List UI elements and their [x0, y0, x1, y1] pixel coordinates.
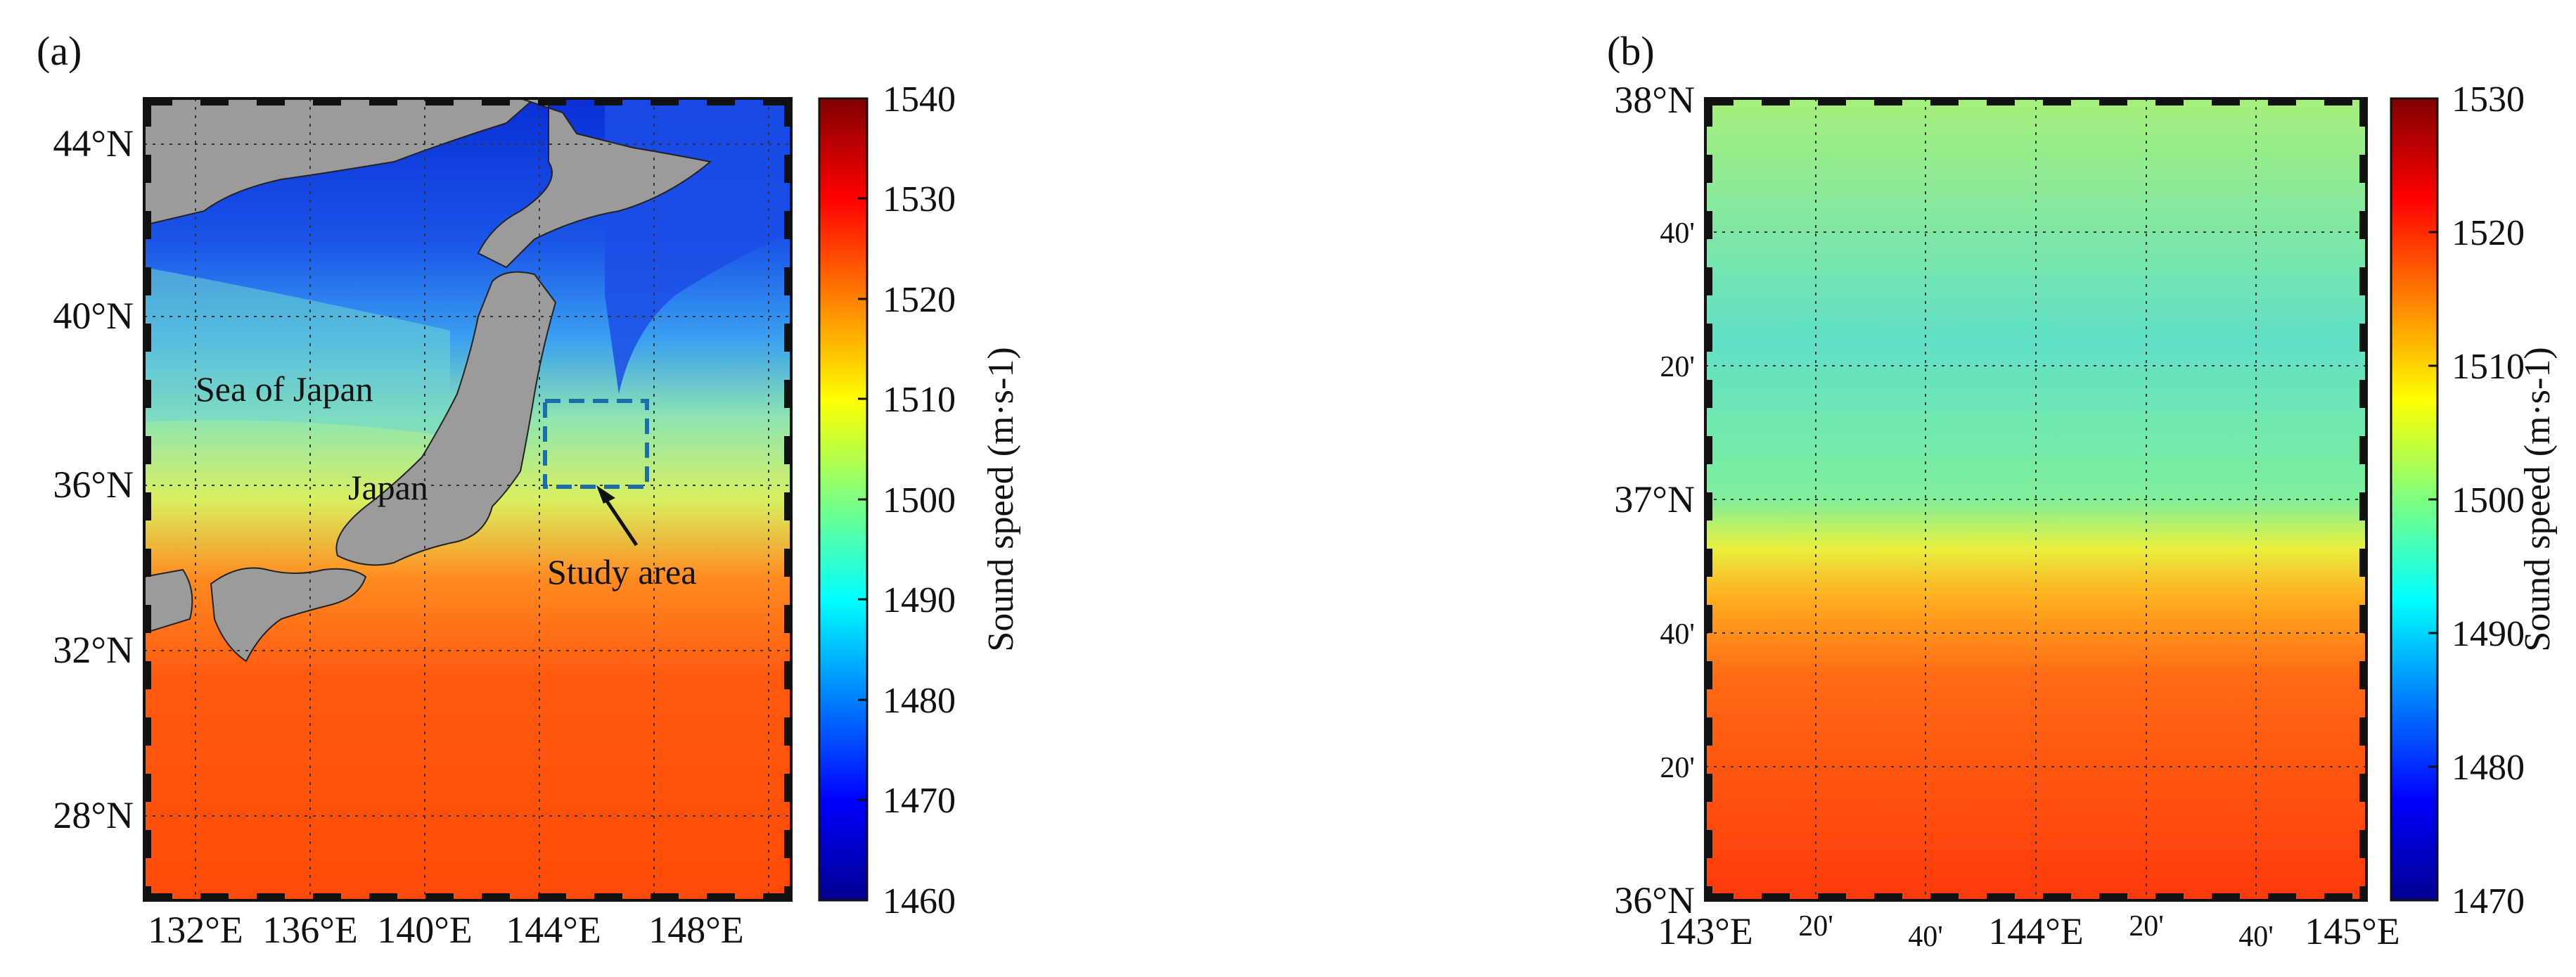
panel-b-cb-1520: 1520: [2452, 213, 2525, 253]
panel-a-lat-28: 28°N: [53, 794, 134, 836]
panel-a-map: [144, 98, 791, 900]
panel-a-cb-1530: 1530: [883, 179, 956, 219]
panel-b-lat-40b: 40': [1660, 618, 1695, 651]
panel-b-lon-143: 143°E: [1658, 910, 1753, 952]
panel-b-colorbar-label: Sound speed (m·s-1): [2518, 347, 2558, 651]
panel-a-cb-1490: 1490: [883, 580, 956, 620]
panel-b-lon-20b: 20': [2129, 910, 2164, 943]
panel-a-grid: [144, 98, 791, 900]
panel-a-cb-1500: 1500: [883, 480, 956, 521]
panel-b-cb-1480: 1480: [2452, 748, 2525, 788]
panel-a-lat-32: 32°N: [53, 629, 134, 671]
panel-b-lon-145: 145°E: [2305, 910, 2400, 952]
land-continent: [144, 98, 536, 226]
land-honshu: [335, 271, 557, 566]
panel-a-cb-1510: 1510: [883, 380, 956, 420]
panel-b-lat-37: 37°N: [1614, 478, 1695, 521]
land-hokkaido: [477, 98, 712, 269]
panel-a-cb-1540: 1540: [883, 79, 956, 120]
panel-b-cb-1510: 1510: [2452, 347, 2525, 387]
panel-a-lon-144: 144°E: [506, 909, 601, 951]
label-sea-of-japan: Sea of Japan: [196, 369, 373, 409]
panel-b-map: [1705, 98, 2366, 900]
panel-b-lat-40a: 40': [1660, 217, 1695, 250]
land-kyushu: [210, 567, 367, 663]
panel-b-lat-20a: 20': [1660, 351, 1695, 383]
panel-b-lon-144: 144°E: [1988, 910, 2084, 952]
study-area-box: [543, 399, 649, 489]
panel-a-lon-140: 140°E: [377, 909, 473, 951]
panel-a-cb-1460: 1460: [883, 881, 956, 921]
panel-a-cb-1520: 1520: [883, 280, 956, 320]
label-japan: Japan: [348, 468, 428, 507]
study-area-arrow: [601, 494, 639, 547]
panel-a-lon-136: 136°E: [262, 909, 358, 951]
panel-a-lon-132: 132°E: [148, 909, 243, 951]
panel-b-cb-1470: 1470: [2452, 881, 2525, 921]
panel-b-grid: [1705, 98, 2366, 900]
panel-b-cb-1530: 1530: [2452, 79, 2525, 120]
label-study-area: Study area: [547, 552, 696, 592]
panel-b-colorbar-ticks: [2428, 97, 2437, 902]
panel-b-lat-36: 36°N: [1614, 879, 1695, 921]
panel-a-lon-148: 148°E: [648, 909, 744, 951]
panel-b-lat-38: 38°N: [1614, 79, 1695, 121]
panel-a-lat-44: 44°N: [53, 122, 134, 165]
study-area-arrowhead: [596, 485, 615, 504]
panel-a-lat-40: 40°N: [53, 295, 134, 337]
panel-a-colorbar-label: Sound speed (m·s-1): [981, 347, 1021, 651]
panel-b-lat-20b: 20': [1660, 752, 1695, 784]
panel-b-border-ticks: [1705, 98, 2366, 900]
panel-b-lon-40a: 40': [1908, 921, 1943, 953]
panel-b-lon-40b: 40': [2238, 921, 2274, 953]
panel-b-cb-1500: 1500: [2452, 480, 2525, 521]
sea-of-japan-water: [144, 267, 450, 436]
panel-b-cb-1490: 1490: [2452, 614, 2525, 654]
panel-a-colorbar-ticks: [858, 97, 867, 902]
land-korea: [144, 568, 193, 634]
panel-a-border-ticks: [144, 98, 791, 900]
panel-a-lat-36: 36°N: [53, 464, 134, 506]
panel-a-label: (a): [37, 28, 82, 74]
panel-a-cb-1470: 1470: [883, 781, 956, 821]
panel-b-lon-20a: 20': [1798, 910, 1833, 943]
panel-a-cb-1480: 1480: [883, 681, 956, 721]
panel-b-label: (b): [1607, 28, 1655, 74]
